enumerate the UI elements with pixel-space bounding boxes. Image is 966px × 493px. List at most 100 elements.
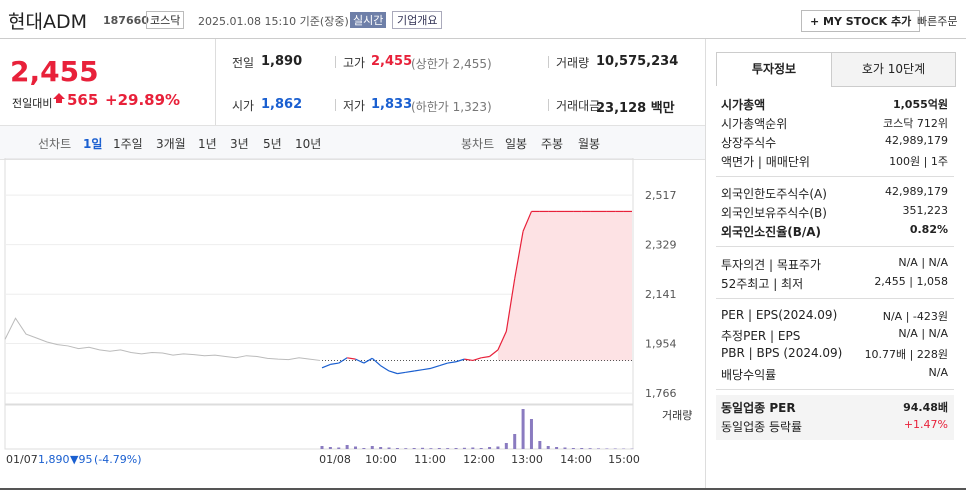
info-label: 액면가 | 매매단위 bbox=[721, 155, 810, 169]
info-label: 추정PER | EPS bbox=[721, 329, 801, 343]
price-segment bbox=[330, 362, 339, 365]
info-value: 1,055억원 bbox=[892, 98, 948, 111]
stock-code: 187660 bbox=[103, 14, 149, 27]
previous-change-rate: (-4.79%) bbox=[94, 453, 142, 466]
my-stock-button[interactable]: + MY STOCK 추가 bbox=[801, 10, 921, 32]
info-label: 동일업종 PER bbox=[721, 401, 796, 415]
price-segment bbox=[321, 363, 331, 369]
volume-bar bbox=[613, 448, 617, 449]
price-segment bbox=[505, 278, 516, 332]
x-tick-label: 11:00 bbox=[414, 453, 446, 466]
volume-bar bbox=[362, 448, 366, 449]
separator bbox=[335, 56, 336, 68]
change: 565 bbox=[67, 91, 99, 109]
info-value: 10.77배 | 228원 bbox=[864, 348, 948, 361]
x-tick-label: 01/08 bbox=[319, 453, 351, 466]
chart-tab-bar bbox=[0, 125, 705, 160]
price-segment bbox=[497, 331, 507, 351]
period-tab[interactable]: 1주일 bbox=[113, 137, 143, 151]
summary-value: 23,128 백만 bbox=[596, 101, 675, 116]
info-value: N/A | N/A bbox=[898, 256, 948, 269]
summary-label: 고가 bbox=[343, 56, 366, 70]
volume-bar bbox=[454, 448, 458, 449]
divider bbox=[716, 389, 954, 390]
x-tick-label: 14:00 bbox=[560, 453, 592, 466]
summary-label: 전일 bbox=[232, 56, 255, 70]
volume-bar bbox=[395, 448, 399, 449]
y-tick-label: 1,766 bbox=[645, 387, 677, 400]
volume-bar bbox=[555, 447, 559, 449]
info-tab[interactable]: 호가 10단계 bbox=[831, 52, 956, 87]
price-segment bbox=[338, 357, 348, 364]
period-tab[interactable]: 1일 bbox=[83, 137, 103, 151]
period-tab[interactable]: 10년 bbox=[295, 137, 322, 151]
info-label: 투자의견 | 목표주가 bbox=[721, 258, 821, 272]
price-segment bbox=[388, 370, 398, 375]
period-tab[interactable]: 3개월 bbox=[156, 137, 186, 151]
volume-bar bbox=[379, 447, 383, 449]
period-tab[interactable]: 3년 bbox=[230, 137, 249, 151]
volume-bar bbox=[496, 446, 500, 449]
summary-value: 2,455 bbox=[371, 54, 413, 69]
stock-name: 현대ADM bbox=[8, 11, 87, 33]
timestamp: 2025.01.08 15:10 기준(장중) bbox=[198, 15, 349, 28]
company-info-button[interactable]: 기업개요 bbox=[392, 11, 443, 29]
volume-bar bbox=[504, 443, 508, 449]
previous-day-label: 01/07 bbox=[6, 453, 38, 466]
change-label: 전일대비 bbox=[12, 97, 53, 110]
divider bbox=[0, 38, 966, 39]
info-value: 42,989,179 bbox=[885, 185, 948, 198]
price-segment bbox=[439, 362, 448, 367]
price-segment bbox=[472, 357, 482, 362]
chart: 2,517 2,329 2,141 1,954 1,766 거래량 01/08 10:00 11… bbox=[4, 158, 692, 466]
volume-bar bbox=[571, 448, 575, 449]
info-label: PBR | BPS (2024.09) bbox=[721, 346, 843, 360]
price-segment bbox=[481, 355, 490, 359]
x-tick-label: 13:00 bbox=[511, 453, 543, 466]
candle-tab[interactable]: 일봉 bbox=[505, 137, 528, 151]
volume-bar bbox=[521, 409, 525, 449]
volume-bar bbox=[354, 446, 358, 449]
volume-bar bbox=[563, 447, 567, 449]
summary-value: 1,890 bbox=[261, 54, 303, 69]
price-segment bbox=[514, 231, 524, 279]
divider bbox=[716, 176, 954, 177]
x-tick-label: 12:00 bbox=[463, 453, 495, 466]
volume-bar bbox=[337, 447, 341, 449]
quick-order-button[interactable]: 빠른주문 bbox=[917, 15, 958, 28]
price-segment bbox=[405, 370, 415, 373]
previous-day-line bbox=[4, 317, 321, 361]
summary-value: 1,862 bbox=[261, 97, 303, 112]
info-label: 동일업종 등락률 bbox=[721, 420, 803, 434]
candle-tab[interactable]: 월봉 bbox=[578, 137, 601, 151]
realtime-badge: 실시간 bbox=[350, 12, 387, 28]
period-tab[interactable]: 5년 bbox=[263, 137, 282, 151]
info-label: PER | EPS(2024.09) bbox=[721, 308, 838, 322]
divider bbox=[215, 39, 216, 125]
volume-bar bbox=[546, 446, 550, 449]
info-tab[interactable]: 투자정보 bbox=[716, 52, 832, 86]
info-value: N/A bbox=[928, 366, 948, 379]
period-tab[interactable]: 1년 bbox=[198, 137, 217, 151]
info-label: 시가총액 bbox=[721, 98, 766, 112]
info-value: 94.48배 bbox=[903, 401, 948, 414]
volume-bar bbox=[412, 448, 416, 449]
info-value: 351,223 bbox=[902, 204, 949, 217]
price-segment bbox=[355, 358, 365, 364]
info-value: N/A | N/A bbox=[898, 327, 948, 340]
summary-label: 거래대금 bbox=[556, 99, 601, 113]
price-area bbox=[497, 211, 632, 361]
current-price: 2,455 bbox=[10, 55, 99, 88]
volume-bar bbox=[580, 448, 584, 449]
y-tick-label: 1,954 bbox=[645, 338, 677, 351]
volume-bar bbox=[588, 448, 592, 449]
candle-tab[interactable]: 주봉 bbox=[541, 137, 564, 151]
price-segment bbox=[380, 365, 390, 372]
x-tick-label: 10:00 bbox=[365, 453, 397, 466]
volume-bar bbox=[471, 447, 475, 449]
divider bbox=[716, 298, 954, 299]
info-value: 코스닥 712위 bbox=[883, 117, 948, 130]
up-arrow-icon bbox=[53, 93, 65, 103]
info-value: N/A | -423원 bbox=[882, 310, 948, 323]
